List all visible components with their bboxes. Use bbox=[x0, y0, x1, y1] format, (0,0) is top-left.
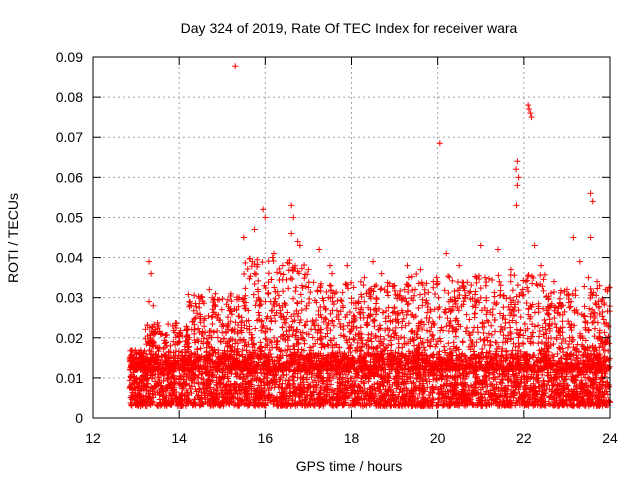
data-point bbox=[324, 385, 331, 392]
data-point bbox=[356, 384, 363, 391]
data-point bbox=[265, 386, 272, 393]
data-point bbox=[331, 388, 338, 395]
data-point bbox=[600, 378, 607, 385]
data-point bbox=[382, 386, 389, 393]
data-points bbox=[126, 63, 613, 409]
data-point bbox=[561, 376, 568, 383]
data-point bbox=[329, 387, 336, 394]
chart-title: Day 324 of 2019, Rate Of TEC Index for r… bbox=[181, 20, 518, 36]
data-point bbox=[419, 390, 426, 397]
data-point bbox=[380, 373, 387, 380]
data-point bbox=[375, 372, 382, 379]
data-point bbox=[416, 385, 423, 392]
data-point bbox=[177, 372, 184, 379]
data-point bbox=[554, 350, 561, 357]
data-point bbox=[416, 378, 423, 385]
data-point bbox=[603, 397, 610, 404]
data-point bbox=[195, 379, 202, 386]
data-point bbox=[308, 374, 315, 381]
data-point bbox=[430, 354, 437, 361]
data-point bbox=[410, 370, 417, 377]
data-point bbox=[534, 391, 541, 398]
data-point bbox=[391, 375, 398, 382]
data-point bbox=[160, 378, 167, 385]
data-point bbox=[330, 375, 337, 382]
data-point bbox=[147, 400, 154, 407]
data-point bbox=[225, 378, 232, 385]
data-point bbox=[191, 396, 198, 403]
data-point bbox=[234, 391, 241, 398]
data-point bbox=[194, 374, 201, 381]
data-point bbox=[295, 392, 302, 399]
data-point bbox=[399, 373, 406, 380]
data-point bbox=[520, 389, 527, 396]
data-point bbox=[195, 392, 202, 399]
data-point bbox=[459, 386, 466, 393]
data-point bbox=[438, 383, 445, 390]
data-point bbox=[425, 392, 432, 399]
data-point bbox=[137, 387, 144, 394]
data-point bbox=[347, 401, 354, 408]
data-point bbox=[351, 402, 358, 409]
data-point bbox=[128, 382, 135, 389]
data-point bbox=[399, 388, 406, 395]
data-point bbox=[319, 380, 326, 387]
data-point bbox=[207, 384, 214, 391]
data-point bbox=[138, 375, 145, 382]
data-point bbox=[495, 373, 502, 380]
data-point bbox=[154, 371, 161, 378]
data-point bbox=[152, 378, 159, 385]
